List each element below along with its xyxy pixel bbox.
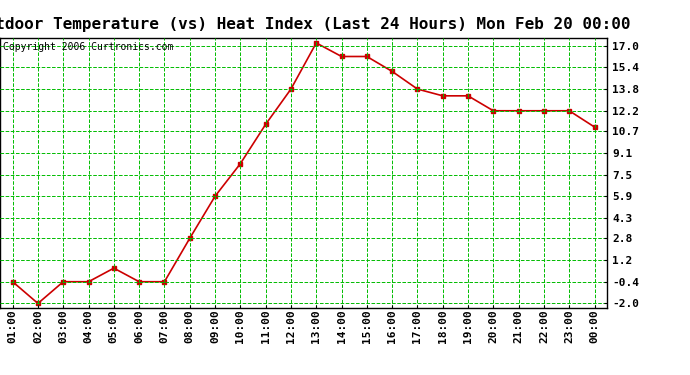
Text: Outdoor Temperature (vs) Heat Index (Last 24 Hours) Mon Feb 20 00:00: Outdoor Temperature (vs) Heat Index (Las… <box>0 17 631 32</box>
Text: Copyright 2006 Curtronics.com: Copyright 2006 Curtronics.com <box>3 42 173 51</box>
